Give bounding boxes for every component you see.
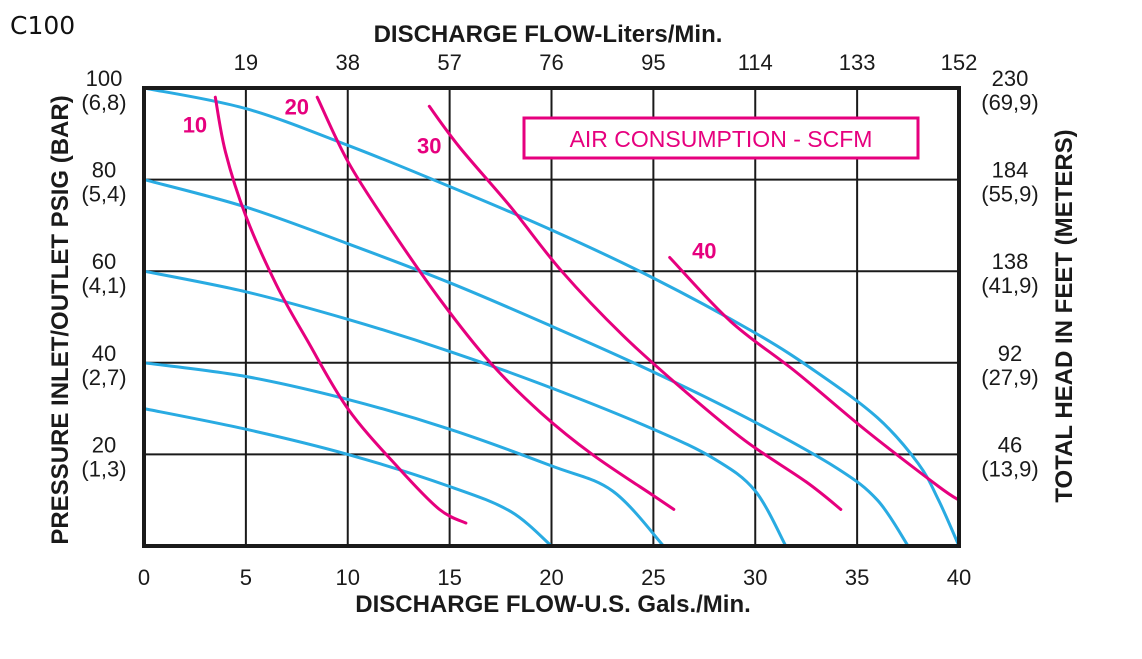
- y2-tick-sublabel: (41,9): [981, 273, 1038, 298]
- y-tick-sublabel: (6,8): [81, 90, 126, 115]
- air-curve-10: [213, 95, 468, 525]
- x2-tick-label: 19: [234, 50, 258, 75]
- x-tick-label: 30: [743, 565, 767, 590]
- pressure-curve: [142, 178, 910, 548]
- y2-tick-label: 92: [998, 341, 1022, 366]
- x-tick-label: 15: [437, 565, 461, 590]
- air-curve-label: 40: [692, 239, 716, 264]
- x-tick-label: 20: [539, 565, 563, 590]
- y-tick-label: 80: [92, 158, 116, 183]
- plot-frame: [142, 86, 961, 548]
- air-curve-20: [315, 95, 676, 511]
- y2-axis-title: TOTAL HEAD IN FEET (METERS): [1051, 129, 1078, 502]
- x-axis-ticks: 0 5 10 15 20 25 30 35 40: [138, 565, 971, 590]
- x2-axis-title: DISCHARGE FLOW-Liters/Min.: [374, 21, 723, 48]
- x-tick-label: 0: [138, 565, 150, 590]
- y-tick-sublabel: (4,1): [81, 273, 126, 298]
- x2-tick-label: 38: [336, 50, 360, 75]
- y2-axis-ticks: 230(69,9) 184(55,9) 138(41,9) 92(27,9) 46(13…: [981, 66, 1038, 481]
- x-tick-label: 10: [336, 565, 360, 590]
- air-curve-labels: 10 20 30 40: [183, 94, 717, 263]
- grid: [144, 88, 959, 546]
- air-curve-40: [668, 256, 961, 502]
- x-axis-title: DISCHARGE FLOW-U.S. Gals./Min.: [355, 591, 751, 618]
- y2-tick-label: 46: [998, 432, 1022, 457]
- y-axis-ticks: 100(6,8) 80(5,4) 60(4,1) 40(2,7) 20(1,3): [81, 66, 126, 481]
- x2-tick-label: 95: [641, 50, 665, 75]
- y-tick-label: 60: [92, 249, 116, 274]
- x2-tick-label: 133: [839, 50, 876, 75]
- y-tick-label: 40: [92, 341, 116, 366]
- pressure-curve: [142, 407, 553, 548]
- y-tick-label: 20: [92, 432, 116, 457]
- y2-tick-sublabel: (55,9): [981, 182, 1038, 207]
- pressure-curve: [142, 86, 961, 548]
- legend-text: AIR CONSUMPTION - SCFM: [570, 126, 873, 152]
- y-tick-sublabel: (2,7): [81, 365, 126, 390]
- y-tick-sublabel: (5,4): [81, 182, 126, 207]
- legend-box: [522, 116, 920, 160]
- y2-tick-sublabel: (27,9): [981, 365, 1038, 390]
- x-tick-label: 40: [947, 565, 971, 590]
- y2-tick-sublabel: (13,9): [981, 456, 1038, 481]
- air-curve-label: 10: [183, 113, 207, 138]
- y-axis-title: PRESSURE INLET/OUTLET PSIG (BAR): [47, 95, 74, 544]
- air-curve-30: [427, 104, 843, 511]
- y2-tick-label: 230: [992, 66, 1029, 91]
- x-tick-label: 35: [845, 565, 869, 590]
- x2-axis-ticks: 19 38 57 76 95 114 133 152: [234, 50, 978, 75]
- x-tick-label: 25: [641, 565, 665, 590]
- x2-tick-label: 57: [437, 50, 461, 75]
- x-tick-label: 5: [240, 565, 252, 590]
- y2-tick-label: 138: [992, 249, 1029, 274]
- x2-tick-label: 152: [941, 50, 978, 75]
- y-tick-sublabel: (1,3): [81, 456, 126, 481]
- pressure-curves: [142, 86, 961, 548]
- pressure-curve: [142, 269, 788, 548]
- y2-tick-sublabel: (69,9): [981, 90, 1038, 115]
- air-curve-label: 20: [285, 94, 309, 119]
- air-curve-label: 30: [417, 133, 441, 158]
- pressure-curve: [142, 361, 666, 548]
- air-consumption-curves: [213, 95, 961, 525]
- y2-tick-label: 184: [992, 158, 1029, 183]
- y-tick-label: 100: [86, 66, 123, 91]
- model-label: C100: [10, 11, 75, 40]
- x2-tick-label: 114: [738, 50, 773, 75]
- x2-tick-label: 76: [539, 50, 563, 75]
